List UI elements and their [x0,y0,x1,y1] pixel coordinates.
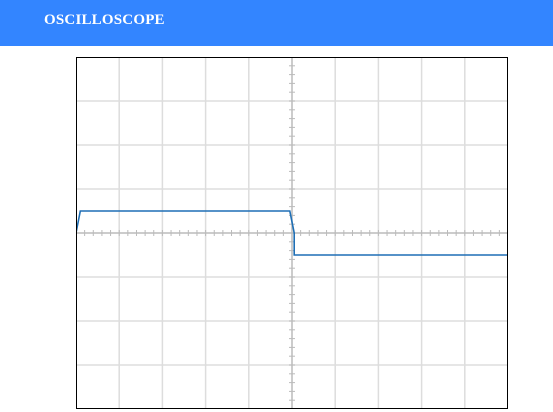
oscilloscope-screen[interactable] [76,57,508,409]
app-header: OSCILLOSCOPE [0,0,553,46]
app-title: OSCILLOSCOPE [44,12,165,28]
signal-trace [76,210,508,256]
screen-border [76,57,508,409]
oscilloscope-display[interactable] [76,57,508,409]
